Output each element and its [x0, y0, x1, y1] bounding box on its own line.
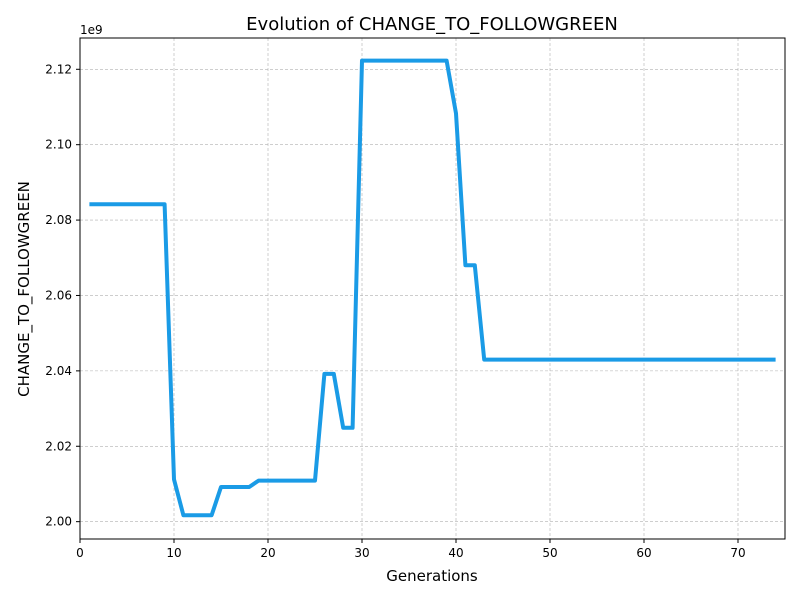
plot-frame — [79, 37, 786, 540]
x-axis-label: Generations — [386, 567, 478, 585]
y-axis-label: CHANGE_TO_FOLLOWGREEN — [15, 181, 34, 397]
x-tick-label: 60 — [636, 546, 651, 560]
x-tick-label: 20 — [260, 546, 275, 560]
y-tick-label: 2.00 — [45, 515, 72, 529]
y-tick-label: 2.10 — [45, 138, 72, 152]
chart-title: Evolution of CHANGE_TO_FOLLOWGREEN — [246, 14, 618, 35]
x-tick-label: 70 — [730, 546, 745, 560]
x-tick-label: 10 — [166, 546, 181, 560]
x-tick-label: 40 — [448, 546, 463, 560]
x-tick-label: 30 — [354, 546, 369, 560]
series-line — [89, 58, 776, 518]
x-tick-label: 50 — [542, 546, 557, 560]
y-tick-label: 2.06 — [45, 288, 72, 302]
y-tick-label: 2.08 — [45, 213, 72, 227]
y-tick-label: 2.12 — [45, 62, 72, 76]
x-axis-ticks: 0 10 20 30 40 50 60 70 — [76, 539, 746, 560]
y-tick-label: 2.04 — [45, 364, 72, 378]
y-tick-label: 2.02 — [45, 439, 72, 453]
series-layer — [89, 58, 776, 518]
y-axis-ticks: 2.00 2.02 2.04 2.06 2.08 2.10 2.12 — [45, 62, 80, 529]
x-tick-label: 0 — [76, 546, 84, 560]
y-axis-offset-text: 1e9 — [80, 23, 103, 37]
grid-lines — [79, 38, 785, 539]
